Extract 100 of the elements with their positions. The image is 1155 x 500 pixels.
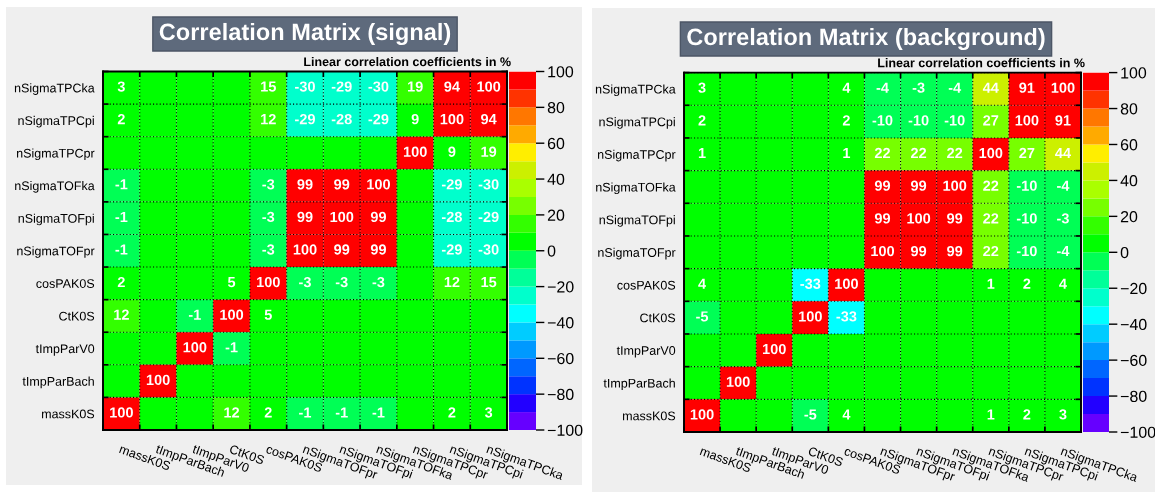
data-label: 100	[440, 113, 464, 125]
y-tick-label: nSigmaTPCpi	[18, 115, 94, 128]
data-label: 100	[690, 409, 714, 420]
data-label: 91	[1019, 82, 1035, 93]
data-label: 2	[1023, 409, 1031, 420]
data-label: 100	[257, 276, 280, 288]
data-label: 3	[1059, 409, 1067, 420]
data-label: 12	[114, 309, 129, 320]
data-label: 9	[448, 146, 456, 157]
data-label: -33	[836, 311, 857, 322]
data-label: -3	[1057, 213, 1069, 224]
data-label: 4	[698, 278, 707, 289]
y-tick-label: cosPAK0S	[36, 279, 95, 288]
color-bar-label: 0	[1120, 246, 1129, 259]
data-label: 1	[698, 148, 706, 159]
data-label: -30	[478, 244, 499, 255]
data-label: -4	[1057, 246, 1070, 257]
y-tick-label: nSigmaTOFka	[596, 182, 676, 195]
data-label: -4	[1057, 180, 1070, 191]
color-bar-label: 80	[1120, 103, 1138, 115]
data-label: 99	[910, 180, 927, 191]
data-label: 91	[1055, 115, 1071, 126]
chart-title: Correlation Matrix (background)	[687, 27, 1045, 51]
data-label: -1	[115, 211, 128, 222]
data-label: 27	[1019, 147, 1035, 159]
data-label: -4	[876, 82, 889, 93]
data-label: 9	[411, 113, 419, 125]
color-bar-label: −60	[547, 352, 574, 365]
color-bar-label: 20	[547, 209, 565, 221]
y-tick-label: nSigmaTPCpr	[598, 149, 676, 162]
data-label: -29	[295, 113, 315, 125]
y-tick-label: nSigmaTPCpr	[17, 148, 95, 161]
data-label: -1	[115, 244, 128, 255]
color-bar-label: 40	[1120, 175, 1138, 187]
color-bar-label: −20	[1120, 282, 1147, 295]
data-label: 99	[370, 211, 387, 223]
data-label: -30	[295, 81, 315, 92]
data-label: 100	[293, 244, 317, 255]
data-label: -10	[908, 115, 929, 126]
color-bar-label: −20	[547, 281, 574, 293]
chart-subtitle: Linear correlation coefficients in %	[878, 58, 1085, 68]
data-label: 5	[227, 277, 236, 288]
data-label: 3	[484, 407, 493, 418]
data-label: 1	[987, 278, 995, 289]
data-label: 100	[183, 342, 207, 353]
y-tick-label: tImpParV0	[35, 344, 95, 356]
data-label: 100	[220, 309, 244, 320]
data-label: 100	[835, 278, 858, 289]
data-label: -3	[299, 276, 311, 288]
data-label: 100	[1015, 115, 1039, 126]
data-label: 3	[117, 81, 125, 92]
data-label: 22	[947, 147, 963, 159]
data-label: -3	[262, 211, 275, 223]
data-label: 15	[481, 277, 497, 288]
data-label: 94	[444, 81, 460, 92]
data-label: 99	[334, 244, 350, 255]
data-label: -3	[262, 179, 275, 190]
y-tick-label: massK0S	[623, 411, 676, 421]
data-label: -3	[912, 82, 925, 93]
data-label: 4	[842, 409, 851, 420]
data-label: -28	[331, 113, 352, 125]
data-label: -10	[1016, 213, 1037, 224]
data-label: -3	[372, 276, 385, 288]
y-tick-label: nSigmaTOFpi	[18, 213, 94, 226]
data-label: 4	[842, 82, 851, 93]
data-label: 22	[983, 245, 999, 257]
data-label: 22	[983, 180, 999, 191]
data-label: -10	[872, 115, 893, 126]
data-label: -28	[441, 211, 462, 223]
data-label: 2	[117, 276, 125, 288]
data-label: 44	[982, 82, 999, 93]
data-label: 44	[1055, 148, 1071, 159]
color-bar-label: 80	[547, 101, 565, 114]
color-bar-label: 40	[547, 173, 565, 185]
data-label: 99	[334, 179, 350, 190]
data-label: -1	[225, 342, 238, 353]
data-label: 100	[1051, 82, 1075, 93]
data-label: 99	[910, 245, 927, 257]
data-label: 15	[261, 81, 276, 92]
color-bar-label: 100	[548, 66, 574, 78]
data-label: 12	[261, 113, 276, 125]
data-label: -1	[335, 407, 348, 418]
chart-title: Correlation Matrix (signal)	[159, 22, 451, 46]
y-tick-label: nSigmaTOFpr	[598, 247, 676, 260]
data-label: 22	[910, 147, 927, 159]
data-label: 2	[842, 115, 850, 126]
data-label: 100	[403, 146, 427, 157]
data-label: 19	[481, 146, 497, 157]
data-label: -10	[1016, 180, 1037, 191]
data-label: 100	[799, 311, 822, 322]
y-tick-label: nSigmaTPCpi	[599, 117, 675, 129]
data-label: 99	[370, 244, 387, 255]
data-label: 100	[907, 213, 931, 224]
data-label: 99	[297, 179, 313, 190]
data-label: 2	[1023, 278, 1031, 289]
data-label: 4	[1059, 278, 1067, 289]
y-tick-label: nSigmaTPCka	[14, 83, 95, 95]
color-bar-label: 0	[547, 245, 556, 257]
data-label: -5	[804, 409, 817, 420]
y-tick-label: CtK0S	[640, 313, 676, 323]
